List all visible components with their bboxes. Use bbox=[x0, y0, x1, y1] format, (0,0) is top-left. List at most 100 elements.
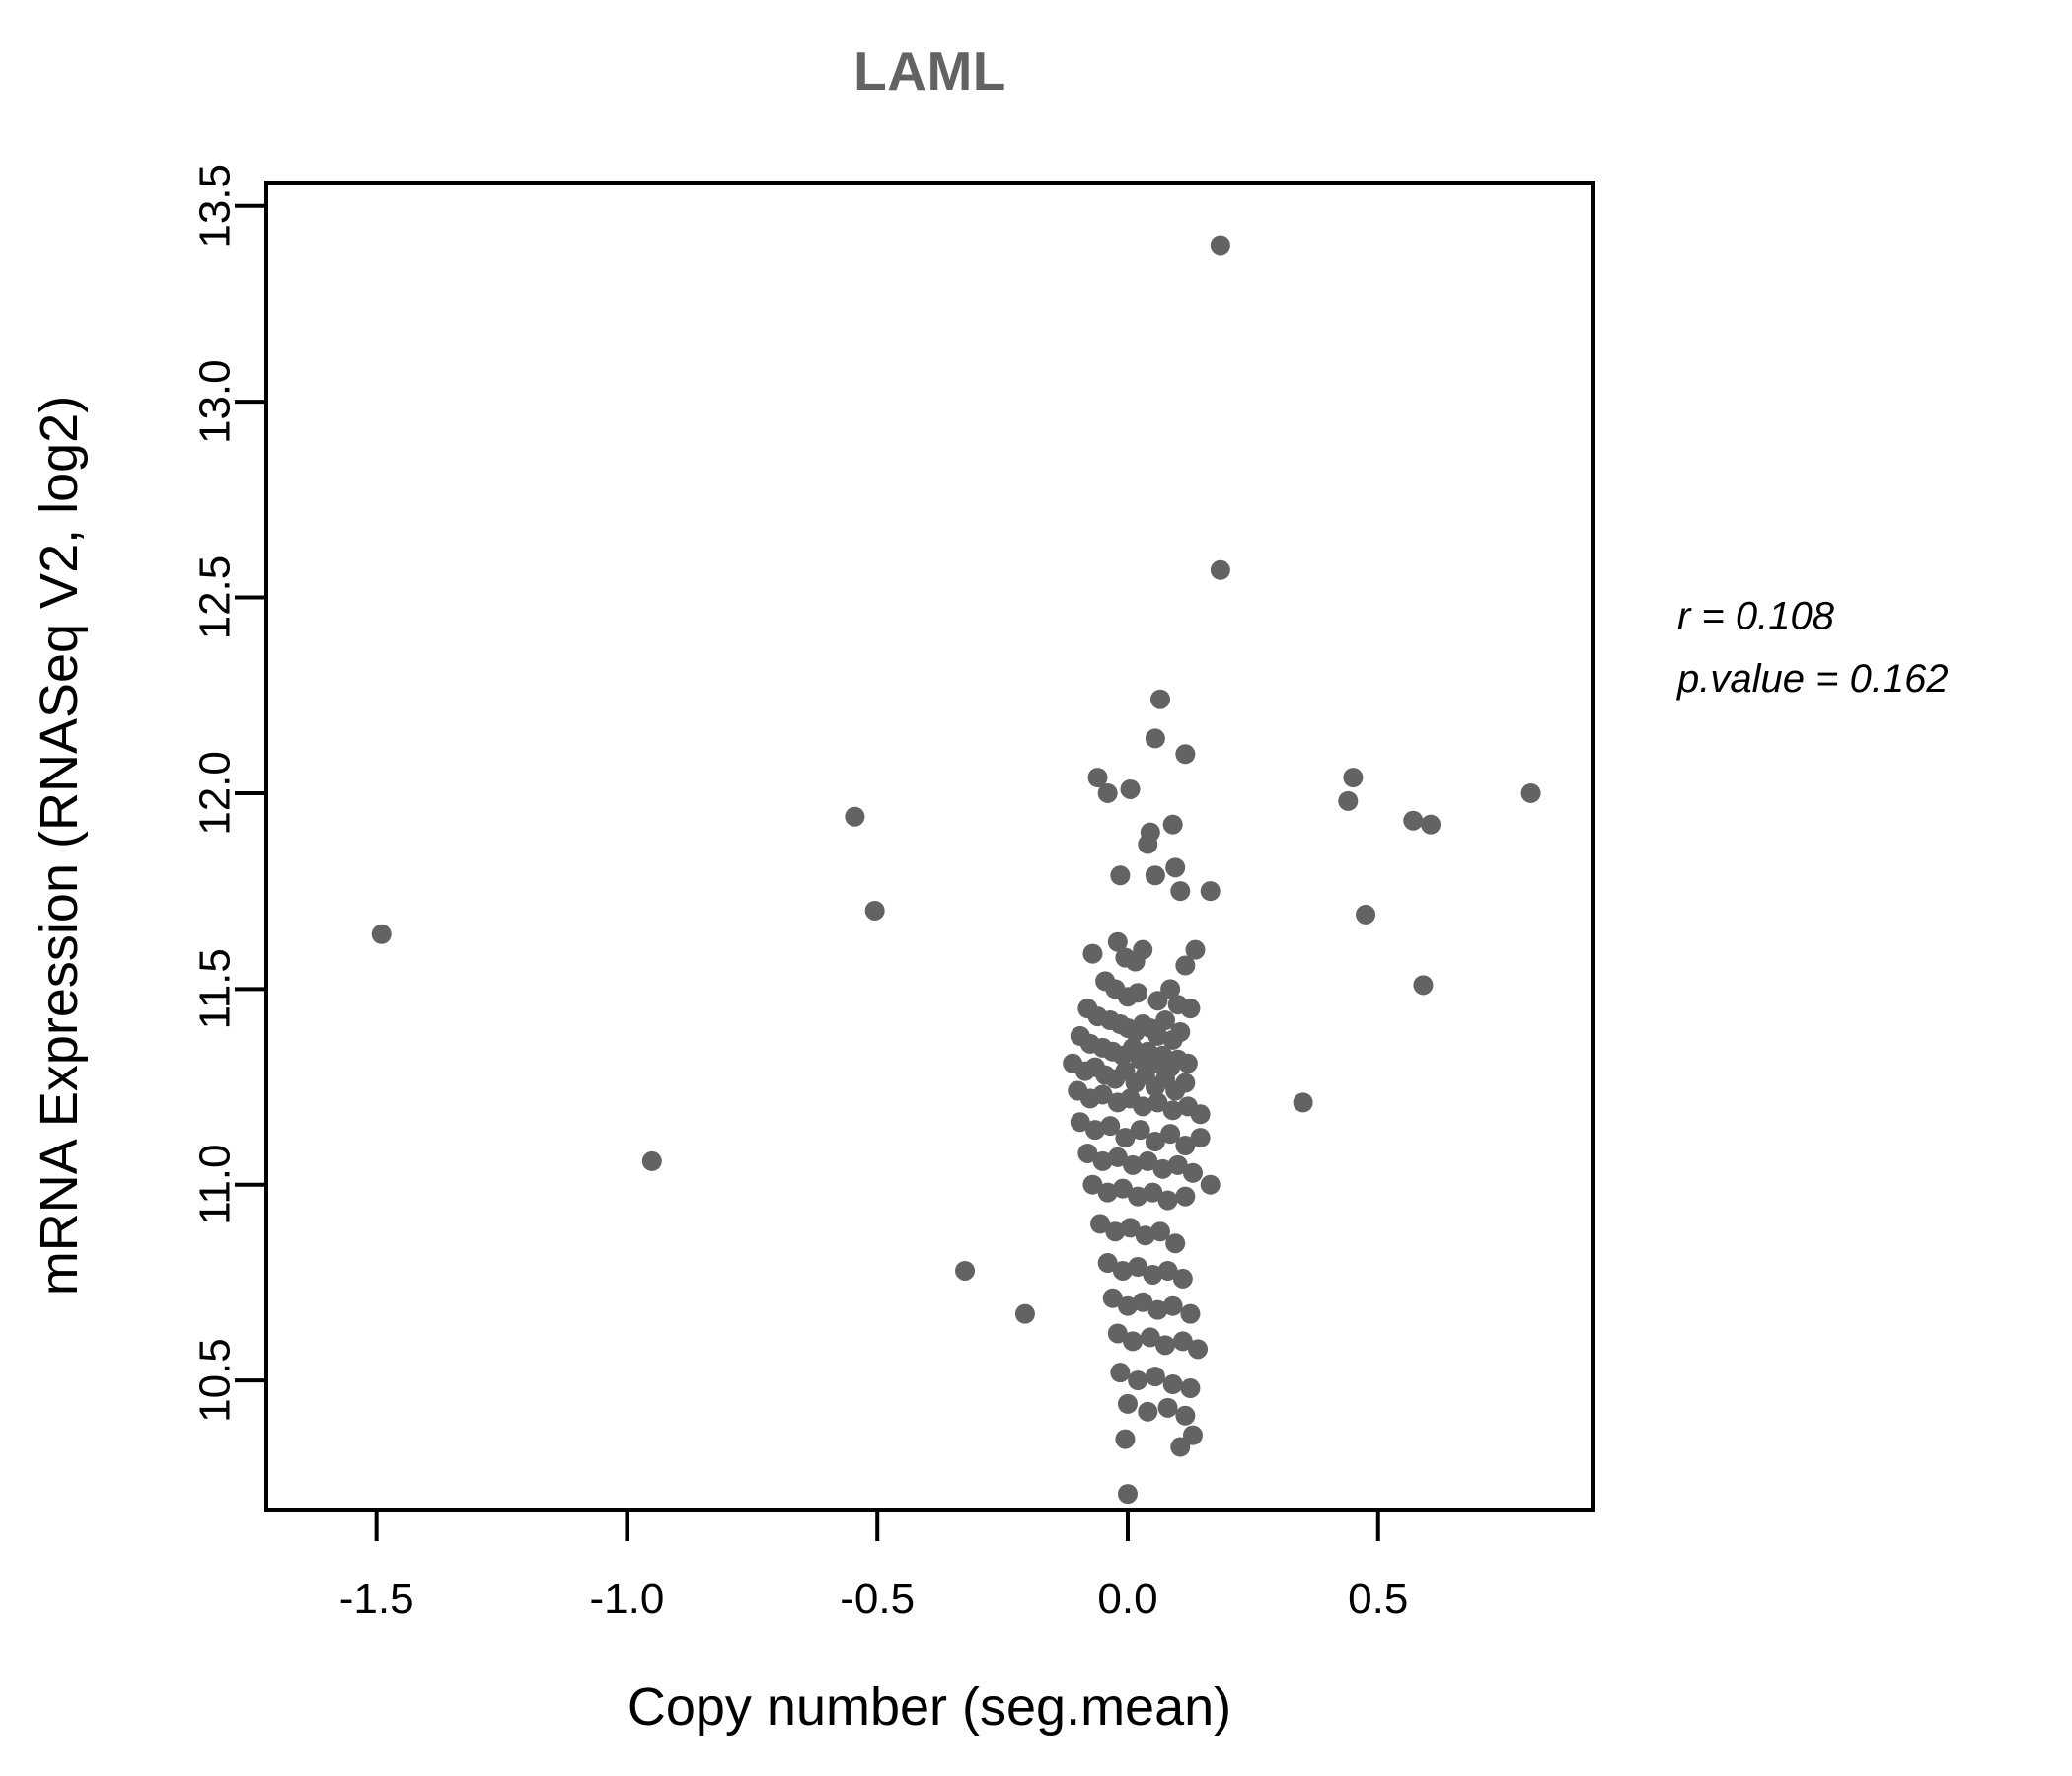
y-tick-label: 13.0 bbox=[191, 359, 240, 444]
data-point bbox=[1160, 1124, 1181, 1145]
x-axis-ticks bbox=[374, 1510, 1380, 1541]
data-point bbox=[1105, 1221, 1126, 1242]
data-point bbox=[1188, 1339, 1209, 1360]
data-point bbox=[1175, 744, 1196, 765]
data-point bbox=[1180, 1378, 1201, 1399]
data-point bbox=[1182, 1162, 1203, 1183]
data-point bbox=[1120, 1218, 1141, 1238]
y-axis-ticks bbox=[235, 203, 266, 1383]
x-axis-tick-labels: -1.5 -1.0 -0.5 0.0 0.5 bbox=[339, 1575, 1409, 1623]
data-point bbox=[1138, 1150, 1158, 1171]
data-point bbox=[1112, 1178, 1133, 1199]
data-point bbox=[1082, 943, 1103, 964]
y-axis-title: mRNA Expression (RNASeq V2, log2) bbox=[30, 396, 89, 1295]
data-point bbox=[1092, 1150, 1113, 1171]
data-point bbox=[1145, 865, 1165, 886]
data-point bbox=[1210, 235, 1230, 256]
data-point bbox=[1520, 782, 1541, 803]
data-point bbox=[1180, 1303, 1201, 1324]
x-axis-title: Copy number (seg.mean) bbox=[628, 1677, 1231, 1737]
x-tick-label: 0.0 bbox=[1097, 1575, 1157, 1623]
data-point bbox=[1090, 1214, 1111, 1234]
data-point bbox=[1157, 1260, 1178, 1281]
y-axis-tick-labels: 10.5 11.0 11.5 12.0 12.5 13.0 13.5 bbox=[191, 164, 240, 1423]
y-tick-label: 12.5 bbox=[191, 555, 240, 640]
data-point bbox=[1097, 782, 1118, 803]
data-point bbox=[1107, 1323, 1128, 1344]
data-point bbox=[1140, 1327, 1160, 1348]
data-point bbox=[1356, 904, 1376, 925]
data-point bbox=[1102, 1288, 1123, 1308]
data-point bbox=[1180, 999, 1201, 1019]
data-point bbox=[1097, 1253, 1118, 1274]
data-point bbox=[1149, 689, 1170, 709]
data-point bbox=[1138, 1401, 1158, 1422]
data-point bbox=[1210, 559, 1230, 580]
y-tick-label: 13.5 bbox=[191, 164, 240, 249]
x-tick-label: -1.0 bbox=[590, 1575, 665, 1623]
data-point bbox=[1130, 1120, 1150, 1141]
data-point bbox=[1162, 814, 1183, 835]
data-point bbox=[1128, 983, 1148, 1003]
data-point bbox=[1143, 1264, 1163, 1285]
data-point bbox=[1190, 1104, 1211, 1125]
data-point bbox=[1165, 857, 1186, 878]
data-point bbox=[1162, 1295, 1183, 1316]
x-tick-label: -0.5 bbox=[840, 1575, 915, 1623]
data-point bbox=[1147, 991, 1168, 1011]
annotation-p-value: p.value = 0.162 bbox=[1676, 657, 1949, 701]
data-point bbox=[1293, 1092, 1313, 1113]
data-point bbox=[845, 806, 865, 827]
data-point bbox=[1182, 1425, 1203, 1445]
data-point bbox=[1128, 1186, 1148, 1207]
data-point bbox=[1155, 1010, 1176, 1031]
data-point bbox=[1115, 1128, 1136, 1148]
data-point bbox=[1145, 1132, 1165, 1152]
data-point bbox=[1149, 1221, 1170, 1242]
data-point bbox=[1170, 881, 1191, 902]
data-point bbox=[1185, 939, 1206, 960]
y-tick-label: 12.0 bbox=[191, 751, 240, 836]
data-point bbox=[1200, 881, 1221, 902]
data-point bbox=[1175, 1073, 1196, 1093]
data-point bbox=[1165, 1233, 1186, 1254]
data-point bbox=[1107, 931, 1128, 952]
data-point bbox=[955, 1260, 976, 1281]
data-point bbox=[1167, 1154, 1188, 1175]
data-point bbox=[1403, 810, 1424, 831]
data-point bbox=[1338, 790, 1359, 811]
data-point bbox=[1117, 1484, 1138, 1505]
statistics-annotation: r = 0.108 p.value = 0.162 bbox=[1676, 594, 1949, 700]
data-point bbox=[1175, 1405, 1196, 1426]
data-point bbox=[1172, 1268, 1193, 1289]
data-point bbox=[1145, 1367, 1165, 1387]
data-point bbox=[371, 924, 392, 944]
data-point bbox=[1117, 1295, 1138, 1316]
data-point bbox=[1175, 1186, 1196, 1207]
data-point bbox=[1160, 979, 1181, 999]
data-point bbox=[1157, 1397, 1178, 1418]
data-point bbox=[1200, 1174, 1221, 1195]
data-point bbox=[1128, 1257, 1148, 1278]
data-point bbox=[1123, 1154, 1144, 1175]
data-point bbox=[641, 1150, 662, 1171]
data-point bbox=[1110, 865, 1131, 886]
data-point bbox=[1155, 1335, 1176, 1356]
data-point bbox=[1117, 1393, 1138, 1414]
y-tick-label: 11.5 bbox=[191, 948, 240, 1029]
plot-frame bbox=[264, 181, 1595, 1512]
data-point bbox=[1077, 1143, 1098, 1163]
data-point bbox=[1112, 1260, 1133, 1281]
data-point bbox=[1175, 955, 1196, 976]
data-point bbox=[1152, 1158, 1173, 1179]
data-point bbox=[1014, 1303, 1035, 1324]
annotation-correlation: r = 0.108 bbox=[1677, 594, 1835, 637]
data-point bbox=[1100, 1116, 1121, 1137]
data-point bbox=[1133, 1292, 1153, 1312]
data-point bbox=[1190, 1128, 1211, 1148]
data-point bbox=[1133, 939, 1153, 960]
data-point bbox=[1128, 1370, 1148, 1391]
data-point bbox=[1120, 778, 1141, 799]
data-point bbox=[1087, 768, 1108, 788]
